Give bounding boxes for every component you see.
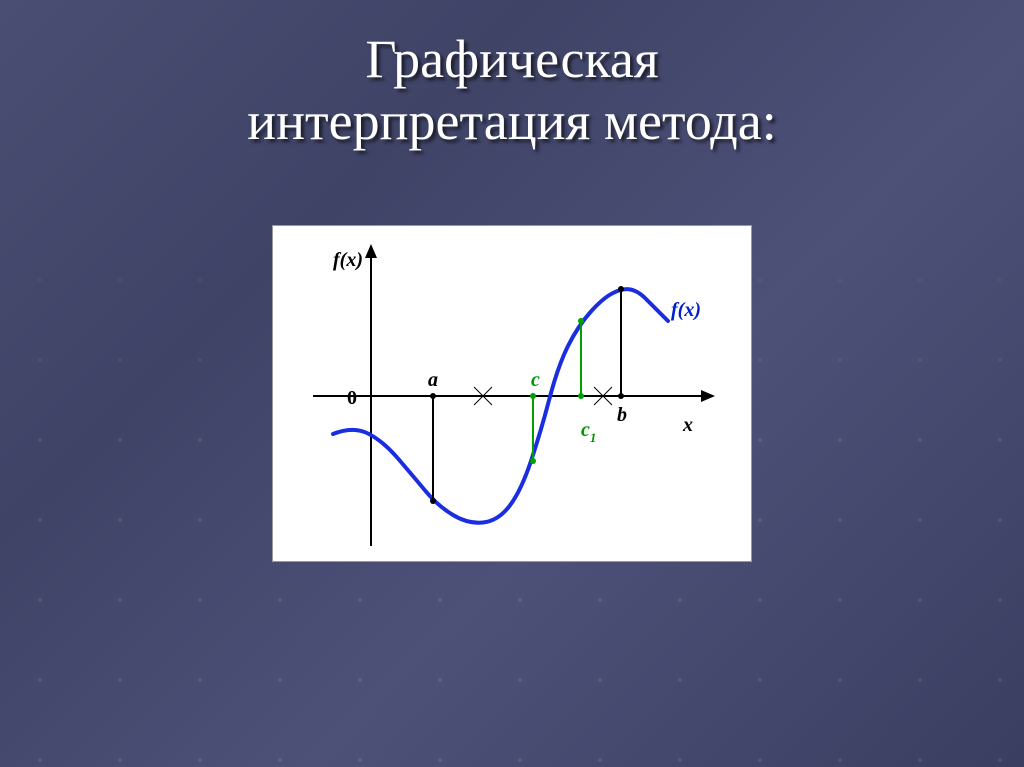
label-a: a: [428, 369, 438, 391]
label-c: c: [531, 369, 540, 391]
title-line-2: интерпретация метода:: [247, 91, 777, 151]
label-y_axis: f(x): [333, 249, 363, 271]
label-x_axis: x: [682, 414, 693, 436]
label-fx_curve: f(x): [671, 299, 701, 321]
label-origin: 0: [347, 387, 357, 409]
slide: Графическая интерпретация метода: 0 f(x) x…: [0, 0, 1024, 767]
function-graph: 0f(x)xabcc1f(x): [273, 226, 751, 561]
slide-title: Графическая интерпретация метода:: [0, 28, 1024, 152]
graph-container: 0f(x)xabcc1f(x): [272, 225, 752, 562]
label-b: b: [617, 404, 627, 426]
title-line-1: Графическая: [365, 29, 658, 89]
